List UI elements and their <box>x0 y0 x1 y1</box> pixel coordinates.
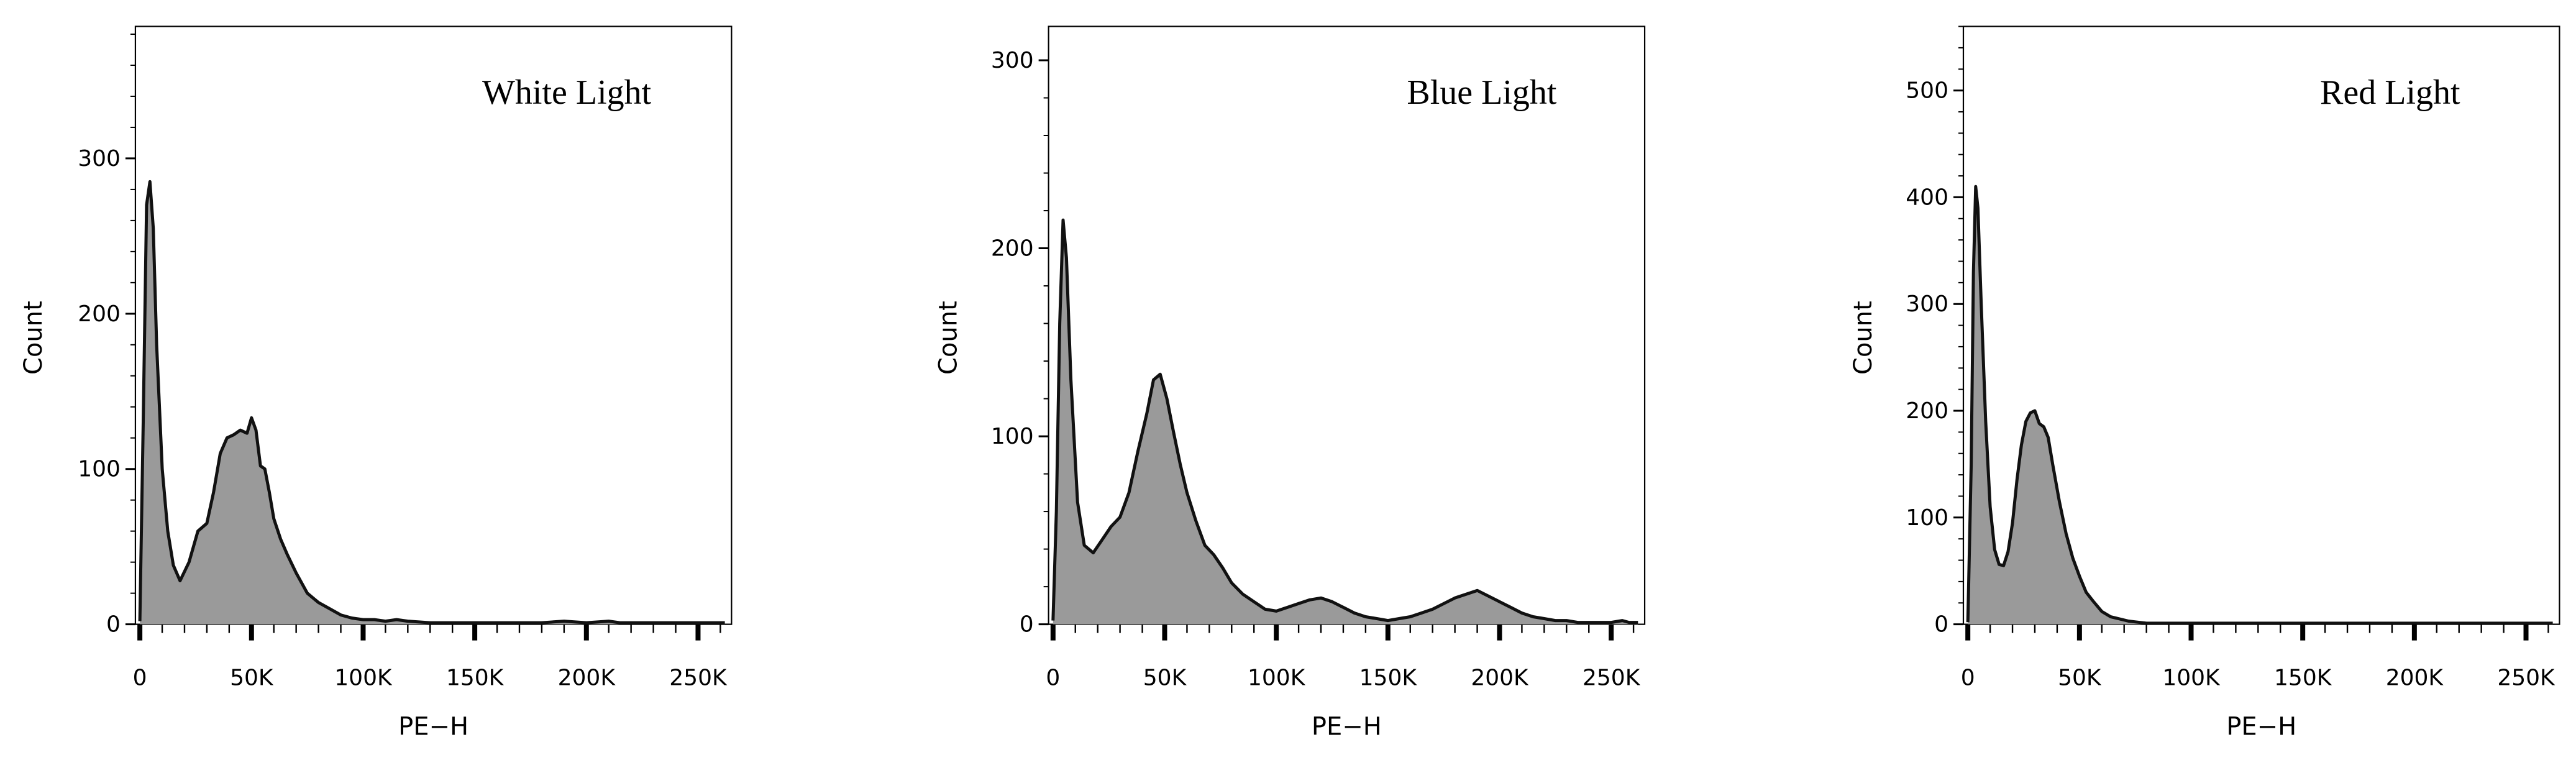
x-tick-label: 100K <box>1248 666 1306 691</box>
plot-frame <box>134 25 733 625</box>
histogram-outline <box>1966 185 2553 625</box>
x-tick-label: 150K <box>2274 666 2332 691</box>
histogram-area <box>140 181 725 625</box>
x-axis-title: PE−H <box>1312 713 1382 741</box>
histogram-area <box>1053 220 1638 625</box>
x-tick-label: 100K <box>2162 666 2221 691</box>
chart-panel-1: 0 50K 100K 150K 200K 250K 0 100 200 300 PE−H Count W… <box>19 25 733 741</box>
x-tick-label: 0 <box>1046 666 1060 691</box>
y-tick-label: 300 <box>78 146 121 172</box>
x-tick-label: 250K <box>669 666 728 691</box>
histogram-outline <box>138 180 725 625</box>
x-tick-label: 200K <box>2386 666 2444 691</box>
y-tick-label: 100 <box>1906 505 1948 531</box>
x-tick-label: 50K <box>2058 666 2102 691</box>
y-tick-label: 100 <box>78 457 121 482</box>
x-tick-label: 50K <box>1143 666 1187 691</box>
y-axis-title: Count <box>1849 301 1878 375</box>
y-tick-label: 100 <box>991 424 1034 449</box>
y-axis-title: Count <box>934 301 963 375</box>
x-tick-label: 0 <box>1961 666 1975 691</box>
chart-title: White Light <box>482 73 652 112</box>
y-tick-label: 0 <box>106 612 121 638</box>
histogram-outline <box>1051 218 1638 625</box>
x-tick-label: 150K <box>446 666 505 691</box>
chart-title: Blue Light <box>1407 73 1557 112</box>
chart-panel-3: 0 50K 100K 150K 200K 250K 0 100 200 300 400 500 PE−H… <box>1849 25 2560 741</box>
plot-frame <box>1048 25 1646 625</box>
y-tick-label: 200 <box>1906 398 1948 424</box>
x-tick-label: 250K <box>2497 666 2555 691</box>
y-axis-title: Count <box>19 301 48 375</box>
x-axis-title: PE−H <box>398 713 468 741</box>
y-tick-label: 200 <box>78 301 121 327</box>
x-tick-label: 50K <box>230 666 274 691</box>
histogram-area <box>1968 186 2553 625</box>
x-tick-label: 0 <box>133 666 147 691</box>
y-tick-label: 300 <box>1906 291 1948 317</box>
y-tick-label: 500 <box>1906 78 1948 104</box>
y-tick-label: 200 <box>991 236 1034 262</box>
y-tick-label: 0 <box>1020 612 1034 638</box>
x-tick-label: 200K <box>1471 666 1529 691</box>
y-tick-label: 300 <box>991 48 1034 73</box>
x-axis-title: PE−H <box>2226 713 2296 741</box>
y-tick-label: 400 <box>1906 185 1948 210</box>
chart-panel-2: 0 50K 100K 150K 200K 250K 0 100 200 300 PE−H Count B… <box>934 25 1646 741</box>
chart-title: Red Light <box>2320 73 2460 112</box>
x-tick-label: 100K <box>334 666 393 691</box>
y-tick-label: 0 <box>1934 612 1948 638</box>
x-tick-label: 150K <box>1359 666 1418 691</box>
x-tick-label: 250K <box>1583 666 1641 691</box>
x-tick-label: 200K <box>558 666 616 691</box>
